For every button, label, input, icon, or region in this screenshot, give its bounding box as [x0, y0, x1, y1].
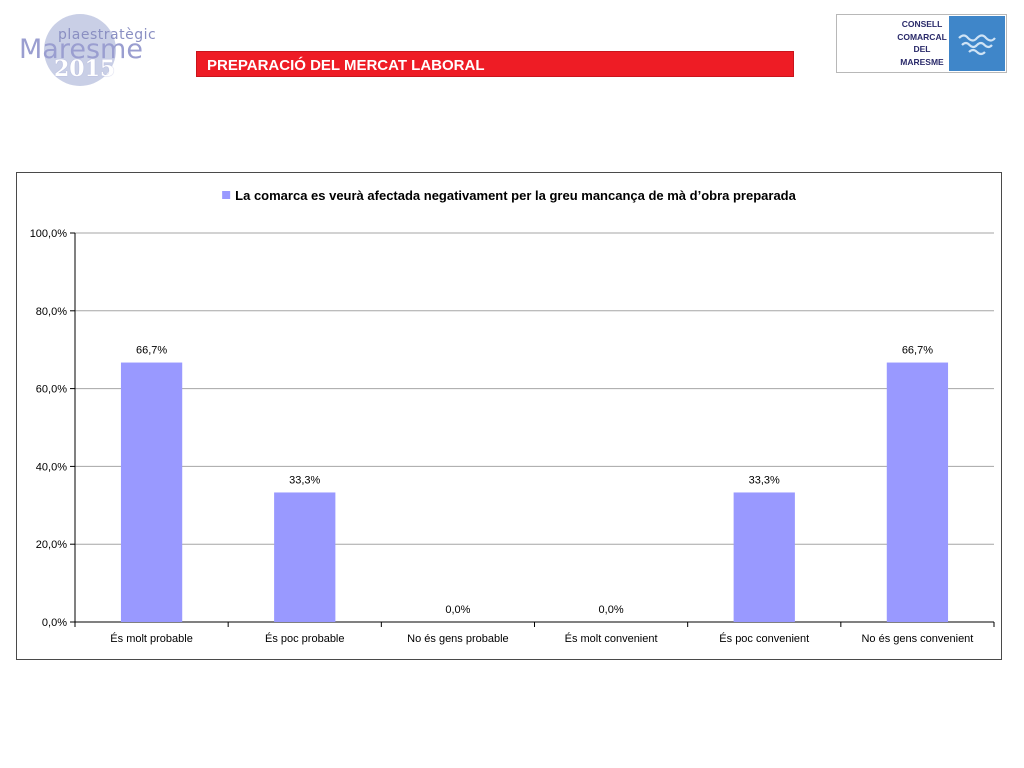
page-title: PREPARACIÓ DEL MERCAT LABORAL — [207, 57, 485, 74]
y-tick-label: 60,0% — [36, 384, 67, 396]
legend-swatch — [222, 191, 231, 199]
chart-frame: 0,0% 20,0% 40,0% 60,0% 80,0% 100,0% 66,7% És mo… — [16, 172, 1002, 660]
bar — [733, 492, 795, 622]
section-title-bar: PREPARACIÓ DEL MERCAT LABORAL — [196, 51, 794, 77]
y-tick-label: 100,0% — [30, 228, 68, 240]
x-tick-label: És poc convenient — [719, 632, 809, 645]
bar — [274, 492, 336, 622]
consell-line: COMARCAL — [897, 31, 947, 42]
y-tick-label: 20,0% — [36, 539, 67, 551]
logo-circle — [44, 14, 116, 86]
data-label: 0,0% — [599, 604, 624, 616]
bar — [120, 362, 183, 622]
x-tick-label: No és gens probable — [407, 633, 509, 645]
x-tick-label: És molt convenient — [565, 632, 658, 645]
waves-emblem-icon — [949, 16, 1005, 71]
consell-line: CONSELL — [901, 19, 943, 29]
consell-comarcal-logo: CONSELL COMARCAL DEL MARESME — [836, 14, 1007, 73]
data-label: 66,7% — [136, 345, 167, 357]
consell-line: DEL — [913, 44, 931, 54]
y-tick-label: 0,0% — [42, 617, 67, 629]
bar — [886, 362, 949, 622]
logo-name: Maresme — [19, 34, 143, 65]
x-tick-label: És poc probable — [265, 632, 345, 645]
plaestrategic-logo: plaestratègic Maresme 2015 — [14, 12, 157, 88]
y-tick-label: 80,0% — [36, 306, 67, 318]
y-tick-label: 40,0% — [36, 461, 67, 473]
data-label: 0,0% — [445, 604, 470, 616]
x-tick-label: No és gens convenient — [861, 633, 973, 645]
consell-logo-text: CONSELL COMARCAL DEL MARESME — [891, 18, 953, 68]
data-label: 66,7% — [902, 345, 933, 357]
data-label: 33,3% — [289, 474, 320, 486]
legend-label: La comarca es veurà afectada negativamen… — [235, 188, 796, 203]
consell-line: MARESME — [900, 56, 944, 67]
x-tick-label: És molt probable — [110, 632, 193, 645]
logo-year: 2015 — [54, 56, 116, 82]
bar-chart: 0,0% 20,0% 40,0% 60,0% 80,0% 100,0% 66,7% És mo… — [30, 188, 995, 645]
logo-subtitle: plaestratègic — [58, 27, 157, 43]
data-label: 33,3% — [749, 474, 780, 486]
